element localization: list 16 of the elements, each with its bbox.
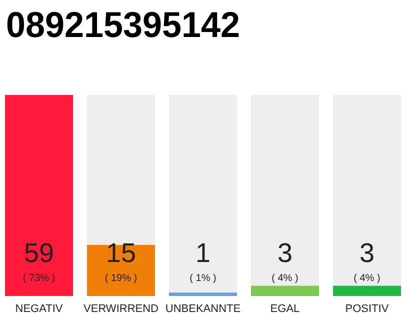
x-tick-label: POSITIV xyxy=(345,303,390,315)
data-label: 3 xyxy=(359,238,374,268)
annotation: ( 4% ) xyxy=(354,273,380,284)
annotation: ( 4% ) xyxy=(272,273,298,284)
data-label: 3 xyxy=(277,238,293,268)
data-label: 59 xyxy=(24,238,54,268)
data-label: 1 xyxy=(195,238,211,268)
x-tick-label: NEGATIV xyxy=(15,303,64,315)
x-tick-label: EGAL xyxy=(270,303,300,315)
chart-title: 089215395142 xyxy=(6,4,246,45)
x-tick-label: UNBEKANNTE xyxy=(165,303,241,315)
annotation: ( 73% ) xyxy=(22,273,56,284)
annotation: ( 19% ) xyxy=(104,273,138,284)
x-tick-label: VERWIRREND xyxy=(84,303,159,315)
data-label: 15 xyxy=(106,238,136,268)
annotation: ( 1% ) xyxy=(190,273,216,284)
